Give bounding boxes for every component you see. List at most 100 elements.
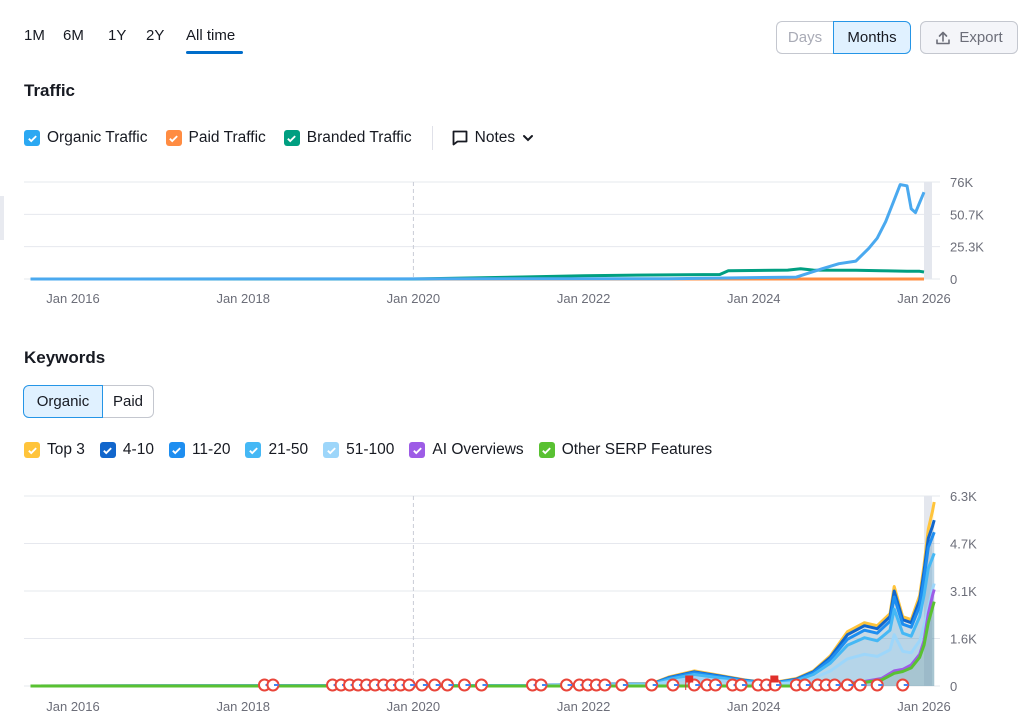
y-tick-label: 25.3K	[950, 240, 984, 255]
legend-4-10[interactable]: 4-10	[99, 441, 154, 459]
google-update-marker	[615, 678, 629, 692]
export-button[interactable]: Export	[920, 21, 1018, 54]
checkbox-checked-icon	[165, 130, 182, 146]
period-2y[interactable]: 2Y	[146, 27, 165, 44]
x-tick-label: Jan 2018	[216, 291, 270, 306]
notes-label: Notes	[474, 129, 516, 146]
flag-icon	[770, 675, 779, 690]
flag-icon	[685, 675, 694, 690]
x-tick-label: Jan 2020	[387, 291, 441, 306]
google-update-marker	[840, 678, 854, 692]
upload-icon	[936, 31, 951, 44]
period-all-time[interactable]: All time	[186, 27, 236, 44]
series-line-4-10	[30, 519, 936, 688]
google-update-marker	[474, 678, 488, 692]
series-area-ai-overviews	[30, 589, 935, 686]
traffic-chart[interactable]: 76K 50.7K 25.3K 0 Jan 2016 Jan 2018 Jan 2020 Ja…	[0, 170, 1024, 310]
y-tick-label: 0	[950, 679, 957, 694]
granularity-toggle: Days Months	[776, 21, 911, 54]
legend-label: 51-100	[346, 441, 395, 458]
active-period-indicator	[186, 51, 243, 54]
google-update-marker	[645, 678, 659, 692]
checkbox-checked-icon	[168, 442, 185, 458]
x-tick-label: Jan 2026	[897, 291, 951, 306]
legend-organic-traffic[interactable]: Organic Traffic	[24, 129, 148, 147]
months-button[interactable]: Months	[833, 21, 911, 54]
period-1y[interactable]: 1Y	[108, 27, 127, 44]
google-update-marker	[734, 678, 748, 692]
checkbox-checked-icon	[323, 442, 340, 458]
series-area-4-10	[30, 520, 935, 686]
chevron-down-icon	[523, 135, 534, 142]
google-update-marker	[457, 678, 471, 692]
notes-dropdown[interactable]: Notes	[451, 129, 536, 147]
x-tick-label: Jan 2016	[46, 699, 100, 714]
tab-paid[interactable]: Paid	[103, 385, 154, 418]
google-update-marker	[798, 678, 812, 692]
legend-label: AI Overviews	[432, 441, 524, 458]
legend-divider	[431, 126, 433, 150]
comment-icon	[452, 130, 468, 146]
traffic-title: Traffic	[24, 81, 76, 100]
series-area-top-3	[30, 502, 935, 686]
series-line-51-100	[30, 583, 936, 688]
incomplete-period-shade	[924, 182, 932, 279]
y-tick-label: 4.7K	[950, 537, 977, 552]
checkbox-checked-icon	[24, 130, 40, 146]
days-button[interactable]: Days	[776, 21, 833, 54]
google-update-marker	[440, 678, 454, 692]
export-label: Export	[959, 29, 1003, 46]
checkbox-checked-icon	[99, 442, 116, 458]
keywords-legend: Top 3 4-10 11-20 21-50 51-100 AI Overviews Oth…	[24, 441, 727, 459]
legend-21-50[interactable]: 21-50	[245, 441, 308, 459]
series-line-top-3	[30, 501, 936, 688]
google-update-marker	[870, 678, 884, 692]
series-area-11-20	[30, 532, 935, 686]
y-tick-label: 76K	[950, 175, 973, 190]
google-update-marker	[415, 678, 429, 692]
x-tick-label: Jan 2026	[897, 699, 951, 714]
legend-branded-traffic[interactable]: Branded Traffic	[283, 129, 412, 147]
checkbox-checked-icon	[409, 442, 426, 458]
incomplete-period-shade	[924, 496, 932, 686]
legend-label: 21-50	[268, 441, 309, 458]
legend-label: Paid Traffic	[188, 129, 266, 146]
google-update-marker	[534, 678, 548, 692]
series-line-21-50	[30, 552, 936, 688]
y-tick-label: 0	[950, 272, 957, 287]
series-line-other-serp-features	[30, 601, 936, 688]
google-update-marker	[896, 678, 910, 692]
series-area-other-serp-features	[30, 601, 935, 686]
period-1m[interactable]: 1M	[24, 27, 45, 44]
legend-other-serp-features[interactable]: Other SERP Features	[538, 441, 713, 459]
x-tick-label: Jan 2016	[46, 291, 100, 306]
y-tick-label: 50.7K	[950, 207, 984, 222]
legend-paid-traffic[interactable]: Paid Traffic	[165, 129, 266, 147]
y-tick-label: 3.1K	[950, 584, 977, 599]
x-tick-label: Jan 2022	[557, 291, 611, 306]
x-tick-label: Jan 2020	[387, 699, 441, 714]
legend-label: 4-10	[122, 441, 154, 458]
google-update-marker	[709, 678, 723, 692]
y-tick-label: 1.6K	[950, 632, 977, 647]
legend-ai-overviews[interactable]: AI Overviews	[409, 441, 524, 459]
google-update-marker	[266, 678, 280, 692]
checkbox-checked-icon	[24, 442, 40, 458]
keywords-chart[interactable]: 6.3K 4.7K 3.1K 1.6K 0 Jan 2016 Jan 2018 Jan 202…	[0, 482, 1024, 723]
legend-label: Other SERP Features	[561, 441, 713, 458]
series-line-organic-traffic	[30, 183, 926, 281]
google-update-marker	[828, 678, 842, 692]
left-edge-panel	[0, 196, 4, 240]
period-6m[interactable]: 6M	[63, 27, 84, 44]
keywords-type-toggle: Organic Paid	[23, 385, 154, 418]
series-area-21-50	[30, 553, 935, 686]
checkbox-checked-icon	[538, 442, 555, 458]
legend-11-20[interactable]: 11-20	[168, 441, 230, 459]
legend-top-3[interactable]: Top 3	[24, 441, 85, 459]
traffic-legend: Organic Traffic Paid Traffic Branded Tra…	[24, 126, 553, 150]
series-area-51-100	[30, 583, 935, 686]
legend-51-100[interactable]: 51-100	[323, 441, 394, 459]
x-tick-label: Jan 2018	[216, 699, 270, 714]
x-tick-label: Jan 2024	[727, 291, 781, 306]
tab-organic[interactable]: Organic	[23, 385, 103, 418]
